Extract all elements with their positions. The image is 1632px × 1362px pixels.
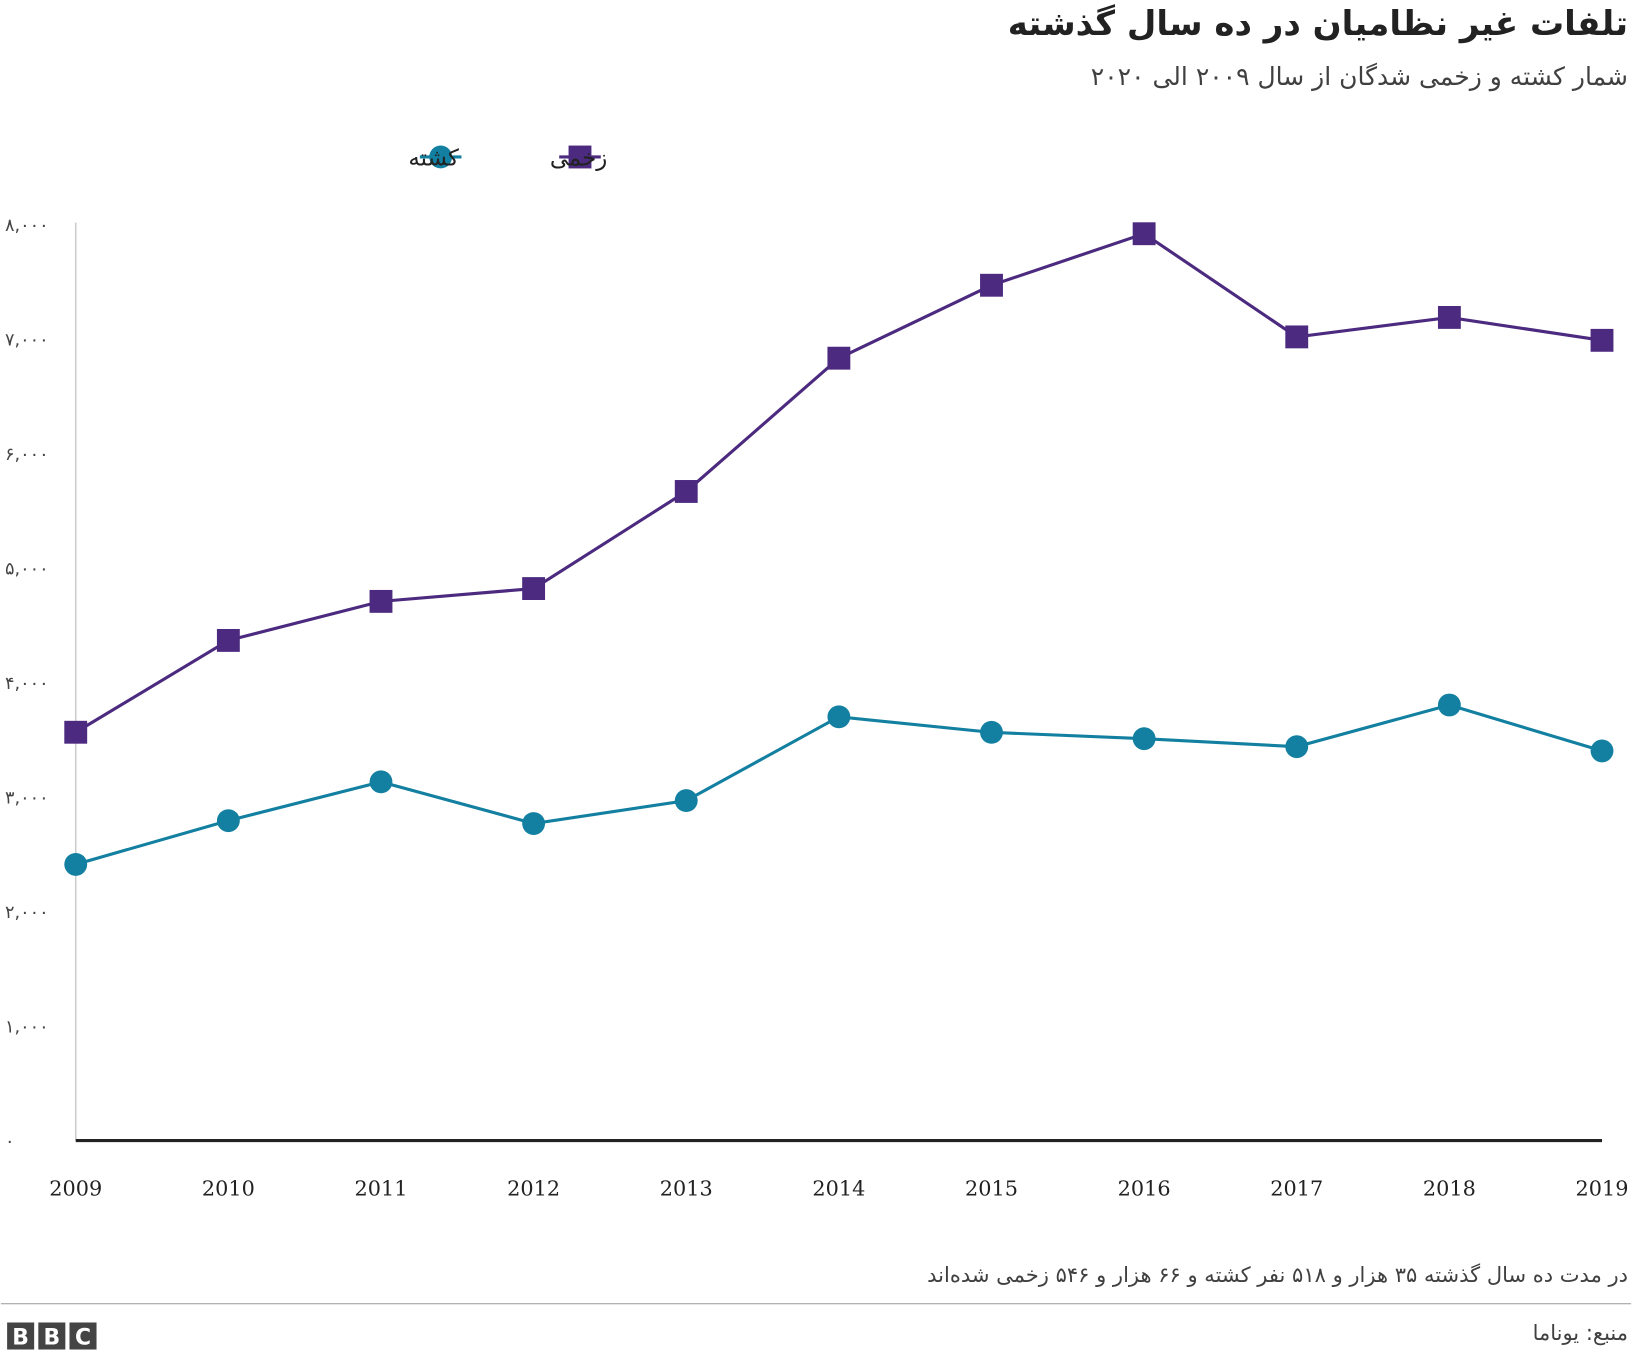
x-tick-label: 2019 xyxy=(1576,1177,1629,1201)
source-label: منبع: یوناما xyxy=(1532,1321,1628,1345)
data-point-wounded xyxy=(369,589,393,613)
data-point-wounded xyxy=(64,720,88,744)
chart-subtitle: شمار کشته و زخمی شدگان از سال ۲۰۰۹ الی ۲… xyxy=(1090,62,1628,91)
data-point-killed xyxy=(1437,693,1461,717)
svg-text:B: B xyxy=(44,1325,61,1350)
data-point-killed xyxy=(674,789,698,813)
legend-circle-icon xyxy=(429,145,453,169)
x-tick-label: 2011 xyxy=(355,1177,408,1201)
svg-text:B: B xyxy=(12,1325,29,1350)
svg-text:C: C xyxy=(75,1325,91,1350)
x-tick-label: 2009 xyxy=(49,1177,102,1201)
data-point-killed xyxy=(216,809,240,833)
legend: زخمی کشته xyxy=(408,145,607,171)
x-tick-label: 2016 xyxy=(1118,1177,1171,1201)
y-tick-label: ۸,۰۰۰ xyxy=(5,216,49,236)
x-tick-label: 2017 xyxy=(1270,1177,1323,1201)
y-tick-label: ۳,۰۰۰ xyxy=(5,788,49,808)
data-point-killed xyxy=(827,705,851,729)
data-point-wounded xyxy=(216,628,240,652)
data-point-killed xyxy=(980,720,1003,744)
data-point-killed xyxy=(1132,727,1156,751)
y-tick-label: ۵,۰۰۰ xyxy=(5,559,49,579)
legend-label: زخمی xyxy=(550,145,607,171)
x-tick-label: 2013 xyxy=(660,1177,713,1201)
y-tick-label: ۰ xyxy=(5,1132,14,1152)
y-tick-label: ۷,۰۰۰ xyxy=(5,330,49,350)
data-point-killed xyxy=(522,812,546,835)
y-tick-label: ۶,۰۰۰ xyxy=(5,445,49,465)
x-tick-label: 2010 xyxy=(202,1177,255,1201)
series-line-wounded xyxy=(74,232,1603,734)
data-point-wounded xyxy=(522,577,546,600)
x-tick-label: 2015 xyxy=(965,1177,1018,1201)
x-tick-label: 2012 xyxy=(507,1177,560,1201)
legend-label: کشته xyxy=(408,145,459,171)
chart-title: تلفات غیر نظامیان در ده سال گذشته xyxy=(1007,4,1628,44)
data-point-wounded xyxy=(1437,305,1461,329)
data-point-wounded xyxy=(1590,328,1614,352)
data-point-killed xyxy=(369,770,393,794)
data-point-wounded xyxy=(1132,222,1156,246)
y-tick-label: ۲,۰۰۰ xyxy=(5,903,49,923)
legend-square-icon xyxy=(568,145,592,169)
y-tick-label: ۱,۰۰۰ xyxy=(5,1017,49,1037)
data-point-wounded xyxy=(980,273,1003,297)
data-point-wounded xyxy=(1285,325,1309,349)
y-tick-label: ۴,۰۰۰ xyxy=(5,674,49,694)
footer-note: در مدت ده سال گذشته ۳۵ هزار و ۵۱۸ نفر کش… xyxy=(927,1263,1628,1287)
bbc-logo: B B C xyxy=(7,1322,97,1350)
x-tick-label: 2018 xyxy=(1423,1177,1476,1201)
data-point-killed xyxy=(64,852,88,876)
x-tick-label: 2014 xyxy=(812,1177,865,1201)
data-point-killed xyxy=(1590,739,1614,763)
series-line-killed xyxy=(75,703,1603,866)
data-point-wounded xyxy=(674,480,698,503)
data-point-wounded xyxy=(827,346,851,370)
data-point-killed xyxy=(1285,735,1309,759)
